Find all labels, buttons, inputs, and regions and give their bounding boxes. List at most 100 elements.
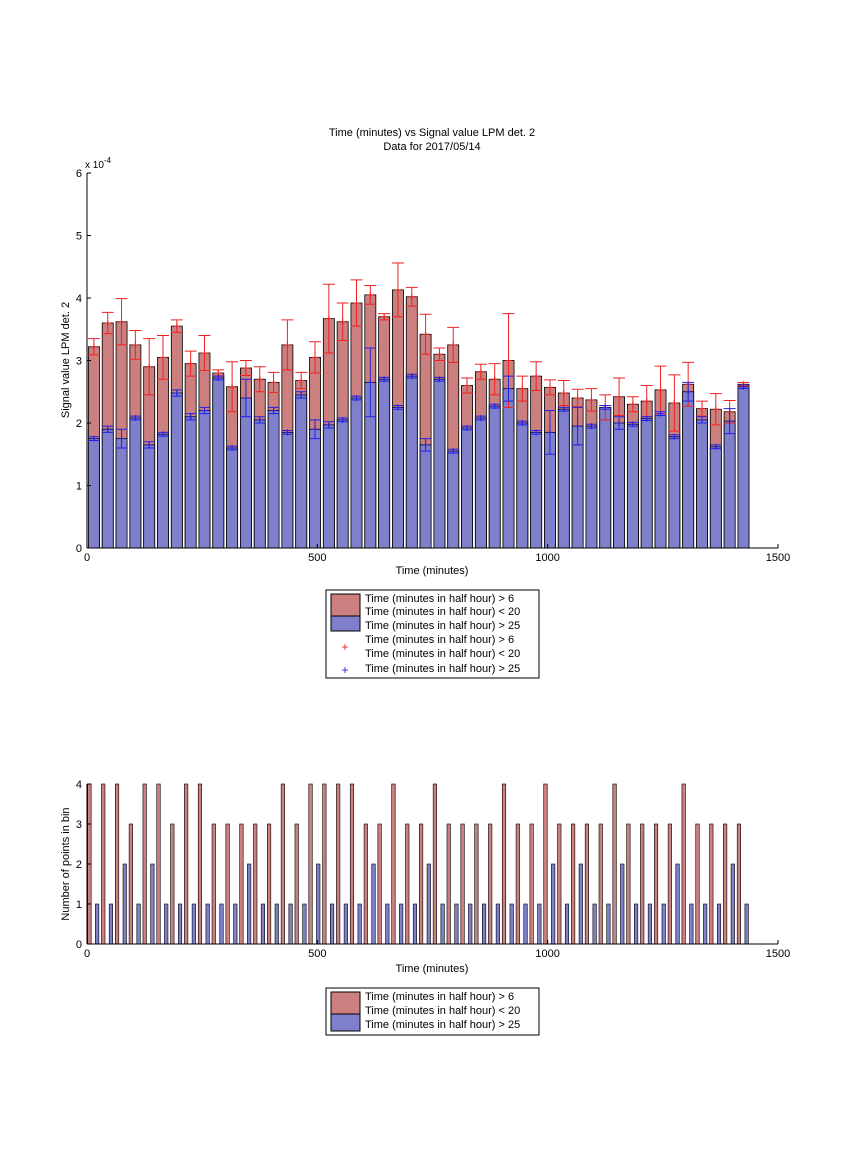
error-bar xyxy=(87,435,100,442)
count-bar-red xyxy=(598,823,603,945)
legend-label-1: Time (minutes in half hour) > 6 xyxy=(365,593,514,605)
error-bar xyxy=(295,371,308,390)
count-bar-blue xyxy=(233,903,238,945)
count-bar-red xyxy=(571,823,576,945)
count-bar-blue xyxy=(260,903,266,945)
signal-bar-blue xyxy=(267,410,280,549)
count-bar-red xyxy=(211,823,216,945)
y-exponent-power: -4 xyxy=(104,156,112,165)
count-bar-red xyxy=(640,823,645,945)
count-bar-blue xyxy=(274,903,279,945)
error-bar xyxy=(309,341,322,374)
error-bar xyxy=(695,400,708,417)
error-bar xyxy=(198,406,211,415)
signal-bar-blue xyxy=(599,406,612,549)
signal-bar-blue xyxy=(322,424,335,549)
count-bar-red xyxy=(170,823,175,945)
count-bar-red xyxy=(322,783,327,945)
count-bar-red xyxy=(156,783,161,945)
count-bar-red xyxy=(446,823,451,945)
count-bar-blue xyxy=(108,903,113,945)
count-bar-blue xyxy=(288,903,293,945)
signal-bar-blue xyxy=(170,392,183,549)
y-exponent-label: x 10-4 xyxy=(85,156,112,171)
error-bar xyxy=(613,377,626,416)
legend-marker-red: + xyxy=(341,640,348,654)
legend-label-6: Time (minutes in half hour) > 25 xyxy=(365,663,520,675)
error-bar xyxy=(115,428,128,449)
count-bar-blue xyxy=(440,903,445,945)
count-bar-red xyxy=(419,823,424,945)
count-bar-red xyxy=(709,823,714,945)
error-bar xyxy=(129,415,142,421)
error-bar xyxy=(309,419,322,440)
signal-bar-blue xyxy=(295,394,308,549)
signal-bar-blue xyxy=(419,444,432,549)
y-axis-label-bottom: Number of points in bin xyxy=(60,807,72,920)
count-bar-blue xyxy=(371,863,376,945)
error-bar xyxy=(184,413,197,421)
error-bar xyxy=(640,415,653,422)
count-bar-blue xyxy=(150,863,155,945)
legend-label-4: Time (minutes in half hour) > 6 xyxy=(365,634,514,646)
count-bar-blue xyxy=(551,863,556,945)
count-bar-red xyxy=(405,823,410,945)
count-bar-red xyxy=(432,783,437,945)
count-bar-blue xyxy=(495,903,500,945)
chart-subtitle: Data for 2017/05/14 xyxy=(383,141,480,153)
signal-bar-blue xyxy=(129,417,142,549)
count-bar-blue xyxy=(468,903,473,945)
count-bar-red xyxy=(681,783,686,945)
error-bar xyxy=(571,388,584,408)
error-bar xyxy=(336,302,349,341)
count-bar-blue xyxy=(606,903,611,945)
y-tick-label: 2 xyxy=(76,859,82,871)
count-bar-blue xyxy=(661,903,666,945)
count-bar-red xyxy=(460,823,465,945)
count-bar-blue xyxy=(482,903,487,945)
error-bar xyxy=(157,335,170,380)
error-bar xyxy=(378,313,391,321)
signal-bar-blue xyxy=(433,378,446,549)
count-bar-red xyxy=(197,783,203,945)
error-bar xyxy=(516,375,529,402)
y-tick-label: 6 xyxy=(76,168,82,180)
error-bar xyxy=(281,429,294,436)
error-bar xyxy=(737,383,750,390)
x-tick-label: 500 xyxy=(308,948,326,960)
error-bar xyxy=(461,425,474,431)
count-bar-blue xyxy=(191,903,196,945)
signal-bar-blue xyxy=(212,377,225,549)
signal-bar-blue xyxy=(696,419,708,549)
error-bar xyxy=(419,438,432,452)
y-tick-label: 1 xyxy=(76,481,82,493)
count-bar-blue xyxy=(343,903,348,945)
error-bar xyxy=(184,350,197,377)
signal-bar-blue xyxy=(668,436,681,549)
signal-bar-blue xyxy=(281,431,294,549)
legend2-swatch-red xyxy=(330,991,361,1015)
count-bar-red xyxy=(695,823,700,945)
signal-bar-blue xyxy=(253,419,266,549)
count-bar-red xyxy=(128,823,133,945)
error-bar xyxy=(543,379,556,396)
count-bar-blue xyxy=(730,863,735,945)
signal-bar-blue xyxy=(709,446,722,549)
count-bar-blue xyxy=(564,903,570,945)
error-bar xyxy=(723,408,736,435)
signal-bar-plot xyxy=(87,262,750,549)
signal-bar-blue xyxy=(613,422,625,549)
signal-bar-blue xyxy=(309,428,321,549)
count-bar-red xyxy=(115,783,120,945)
count-bar-blue xyxy=(177,903,183,945)
signal-bar-blue xyxy=(226,447,239,549)
y-tick-label: 2 xyxy=(76,418,82,430)
error-bar xyxy=(143,441,156,449)
count-bar-blue xyxy=(523,903,528,945)
error-bar xyxy=(391,404,404,411)
count-bar-blue xyxy=(136,903,141,945)
count-bar-blue xyxy=(316,863,321,945)
signal-bar-blue xyxy=(198,410,211,549)
count-bar-blue xyxy=(578,863,583,945)
error-bar xyxy=(668,433,681,440)
